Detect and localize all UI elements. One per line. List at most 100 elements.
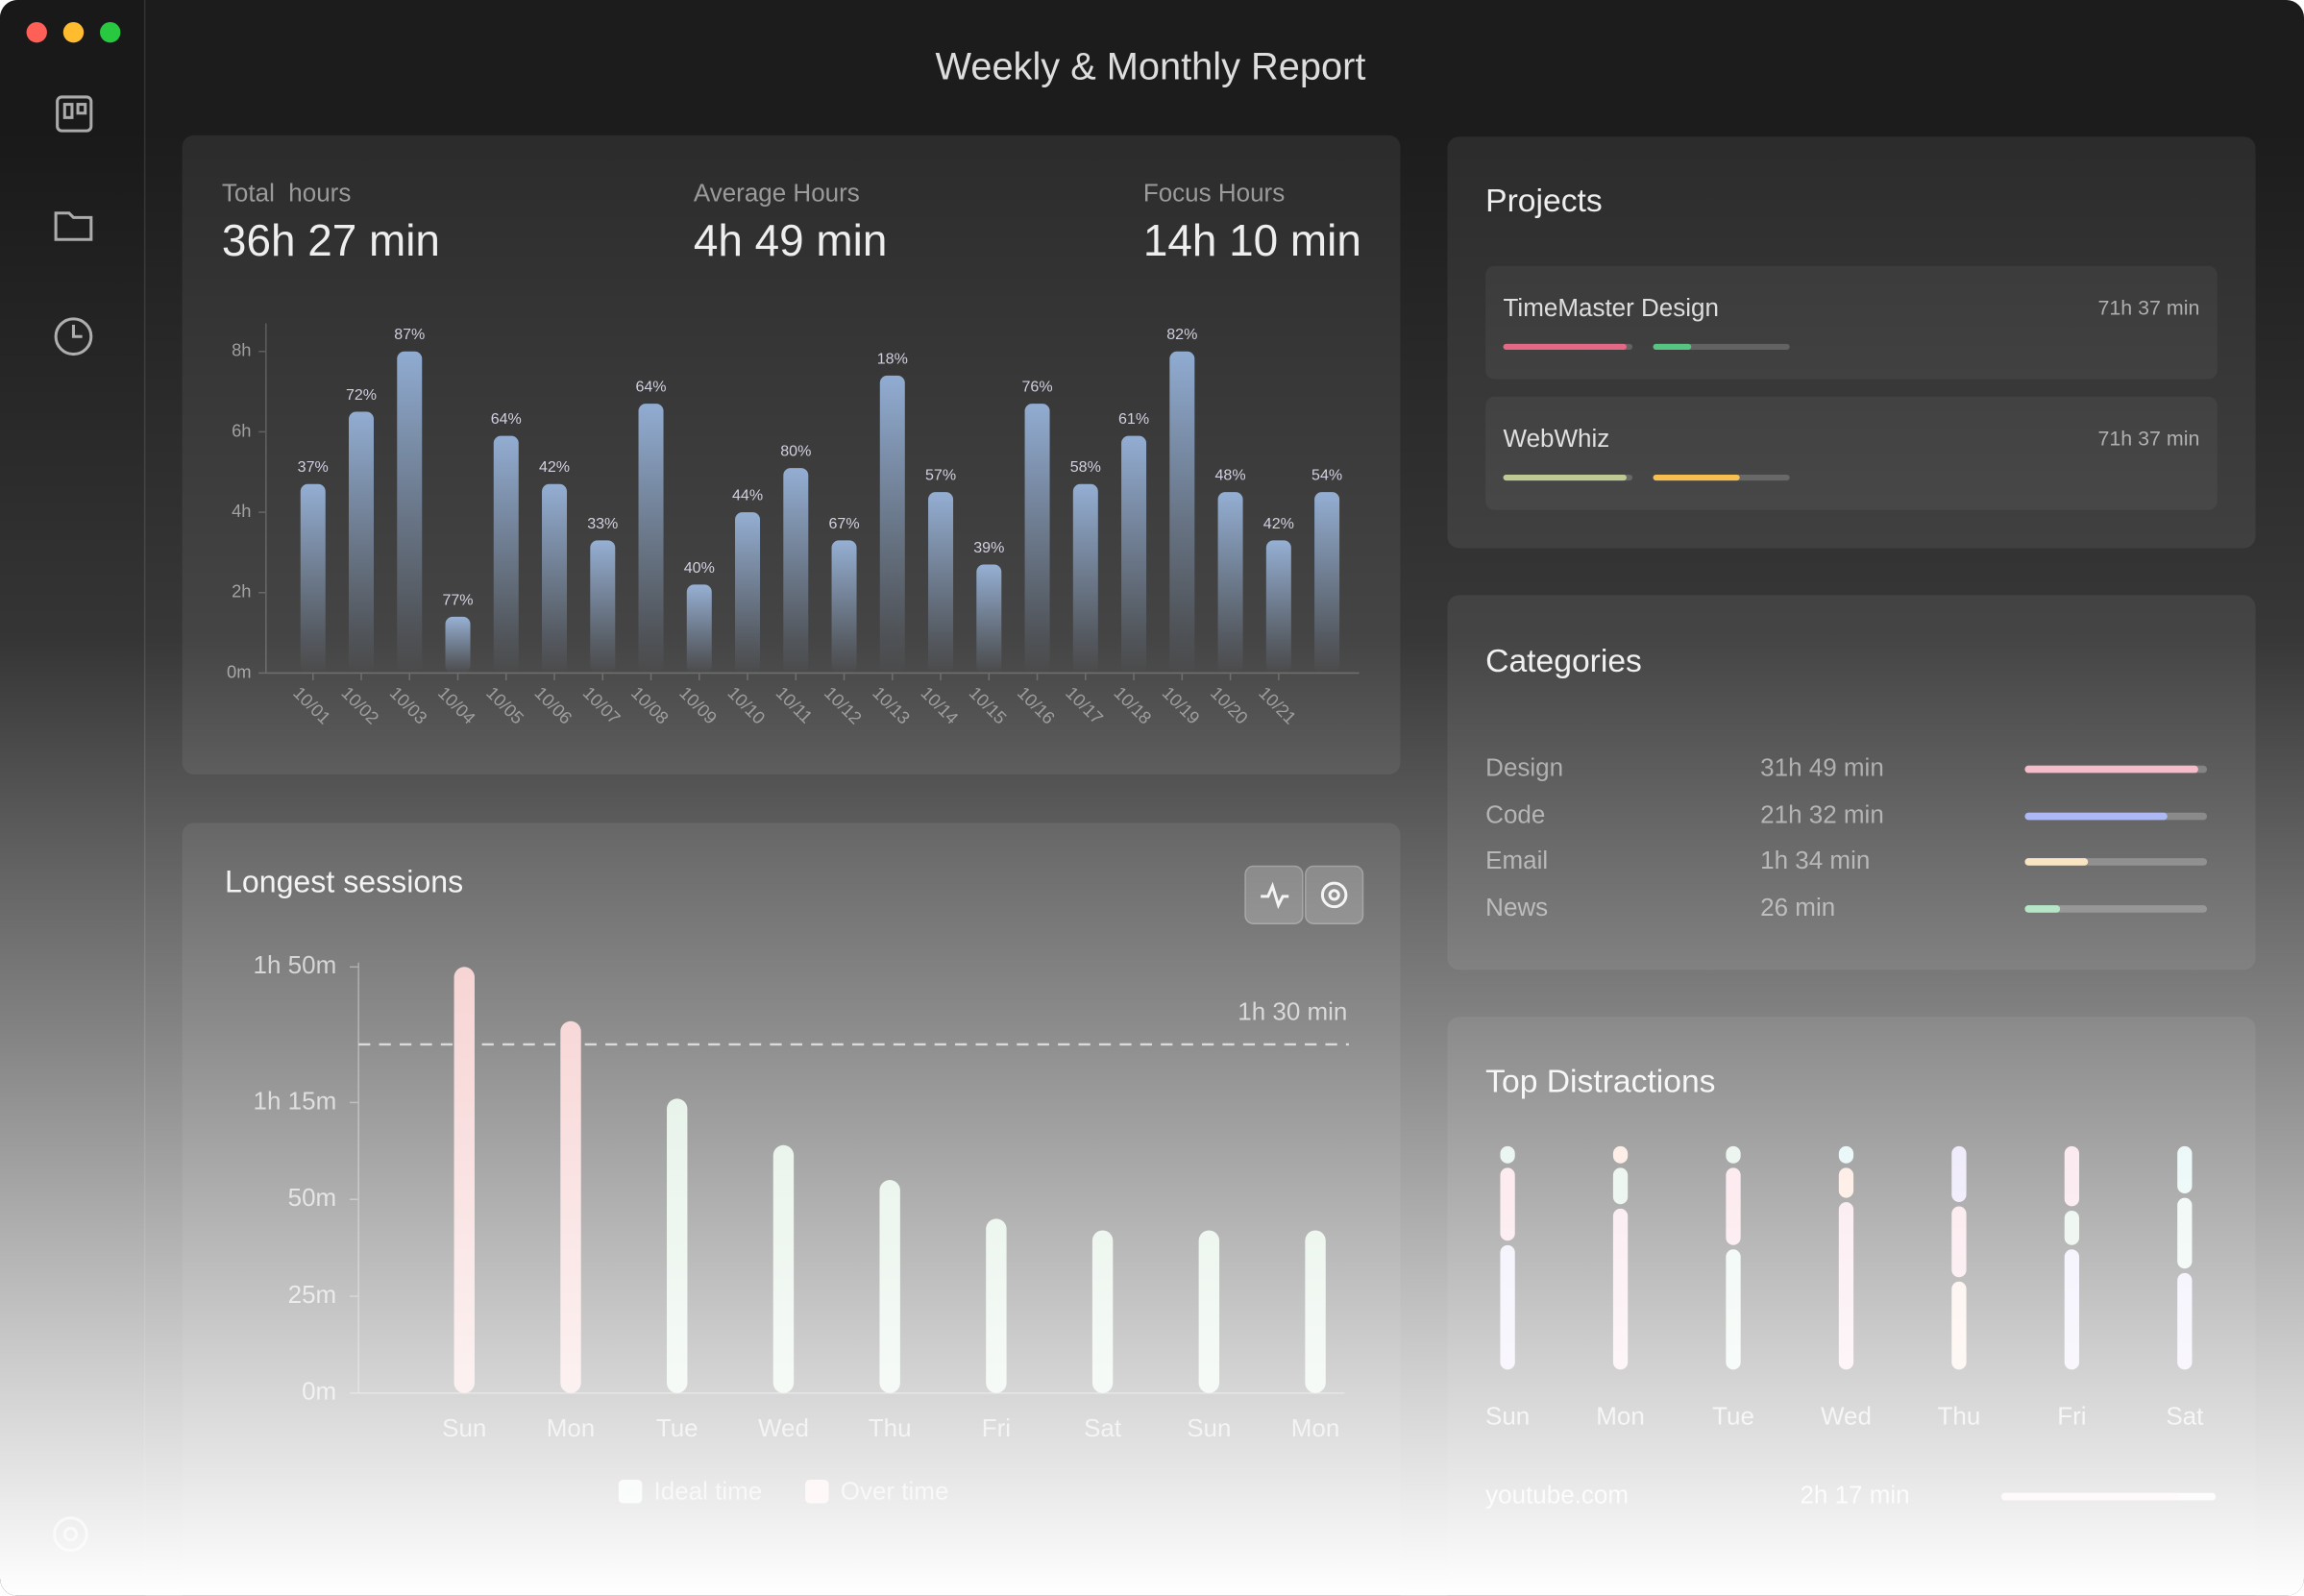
bar (928, 492, 954, 674)
distraction-segment (1838, 1167, 1854, 1198)
bar (453, 967, 475, 1393)
bar (879, 375, 905, 674)
x-tick-label: Wed (758, 1413, 809, 1442)
bar (560, 1020, 581, 1393)
x-tick-label: 10/16 (1014, 682, 1059, 727)
y-tick-label: 50m (288, 1183, 337, 1212)
x-tick-label: Thu (869, 1413, 912, 1442)
distraction-segment (1500, 1145, 1515, 1164)
bar-annotation: 76% (1021, 379, 1052, 396)
bar-annotation: 42% (1263, 515, 1294, 532)
y-tick-label: 0m (227, 661, 251, 681)
bar (397, 351, 423, 674)
bar (831, 540, 857, 674)
distraction-segment (1951, 1145, 1967, 1202)
bar (1314, 492, 1340, 674)
day-label: Thu (1938, 1402, 1981, 1431)
x-tick-label: 10/07 (579, 682, 625, 727)
bar-annotation: 67% (828, 515, 859, 532)
bar (542, 483, 568, 674)
distraction-segment (1838, 1202, 1854, 1370)
bar-annotation: 18% (877, 350, 908, 367)
y-tick-label: 4h (232, 501, 251, 521)
x-tick-label: 10/21 (1255, 682, 1300, 727)
x-tick-label: 10/20 (1207, 682, 1252, 727)
distraction-segment (1612, 1167, 1629, 1205)
day-label: Fri (2057, 1402, 2086, 1431)
bar-annotation: 39% (973, 539, 1004, 556)
y-tick-label: 6h (232, 420, 251, 440)
bar (590, 540, 616, 674)
legend-swatch (805, 1480, 829, 1504)
bar-annotation: 54% (1311, 467, 1342, 484)
distraction-segment (1838, 1145, 1854, 1164)
bar-annotation: 64% (635, 379, 666, 396)
distraction-segment (1612, 1208, 1629, 1370)
bar-annotation: 37% (298, 458, 329, 476)
bar (976, 564, 1002, 674)
bar (300, 483, 326, 674)
distraction-segment (1726, 1145, 1741, 1164)
distraction-segment (2177, 1272, 2193, 1370)
bar-annotation: 72% (346, 386, 377, 404)
distraction-segment (1726, 1249, 1741, 1370)
bar (1072, 483, 1098, 674)
bar (1217, 492, 1243, 674)
bar (783, 468, 809, 674)
distraction-segment (2064, 1145, 2080, 1207)
x-tick-label: 10/03 (386, 682, 431, 727)
bar (667, 1098, 688, 1393)
x-tick-label: 10/08 (627, 682, 673, 727)
bar-annotation: 44% (732, 487, 763, 504)
y-tick-label: 0m (302, 1377, 336, 1406)
bar (349, 411, 375, 674)
bar (1121, 435, 1147, 674)
reference-label: 1h 30 min (1238, 997, 1347, 1026)
bar (1265, 540, 1291, 674)
x-tick-label: 10/06 (530, 682, 576, 727)
bar (1091, 1230, 1114, 1393)
x-tick-label: 10/12 (821, 682, 866, 727)
x-tick-label: 10/13 (869, 682, 914, 727)
bar (445, 616, 471, 674)
distraction-segment (1951, 1281, 1967, 1370)
y-tick-label: 1h 15m (254, 1086, 337, 1115)
distraction-segment (1726, 1167, 1741, 1245)
distraction-segment (1500, 1244, 1515, 1370)
bar (1198, 1230, 1220, 1393)
day-label: Mon (1596, 1402, 1645, 1431)
bar-annotation: 48% (1215, 467, 1246, 484)
bar-annotation: 58% (1070, 458, 1101, 476)
x-tick-label: 10/02 (337, 682, 382, 727)
bar-annotation: 87% (394, 326, 425, 343)
x-tick-label: Tue (656, 1413, 699, 1442)
bar (879, 1180, 900, 1393)
legend-label: Over time (841, 1477, 949, 1506)
x-tick-label: 10/17 (1062, 682, 1107, 727)
x-tick-label: 10/05 (482, 682, 527, 727)
x-tick-label: 10/15 (966, 682, 1011, 727)
bar-annotation: 77% (442, 591, 473, 608)
x-tick-label: 10/09 (675, 682, 721, 727)
distraction-segment (2064, 1249, 2080, 1370)
bar (686, 584, 712, 674)
x-tick-label: 10/10 (723, 682, 769, 727)
day-label: Sat (2166, 1402, 2204, 1431)
bar-annotation: 40% (684, 559, 715, 577)
distraction-segment (2177, 1197, 2193, 1269)
y-tick-label: 8h (232, 340, 251, 360)
x-tick-label: Sun (442, 1413, 486, 1442)
y-tick-label: 1h 50m (254, 950, 337, 979)
x-tick-label: 10/04 (434, 682, 479, 727)
bar (1024, 404, 1050, 674)
settings-button[interactable] (1305, 865, 1364, 924)
bar-annotation: 42% (539, 458, 570, 476)
bar (986, 1218, 1007, 1393)
activity-button[interactable] (1244, 865, 1304, 924)
day-label: Tue (1712, 1402, 1754, 1431)
x-tick-label: 10/14 (917, 682, 962, 727)
bar-annotation: 80% (780, 442, 811, 459)
distraction-segment (2177, 1145, 2193, 1194)
bar-annotation: 33% (587, 515, 618, 532)
